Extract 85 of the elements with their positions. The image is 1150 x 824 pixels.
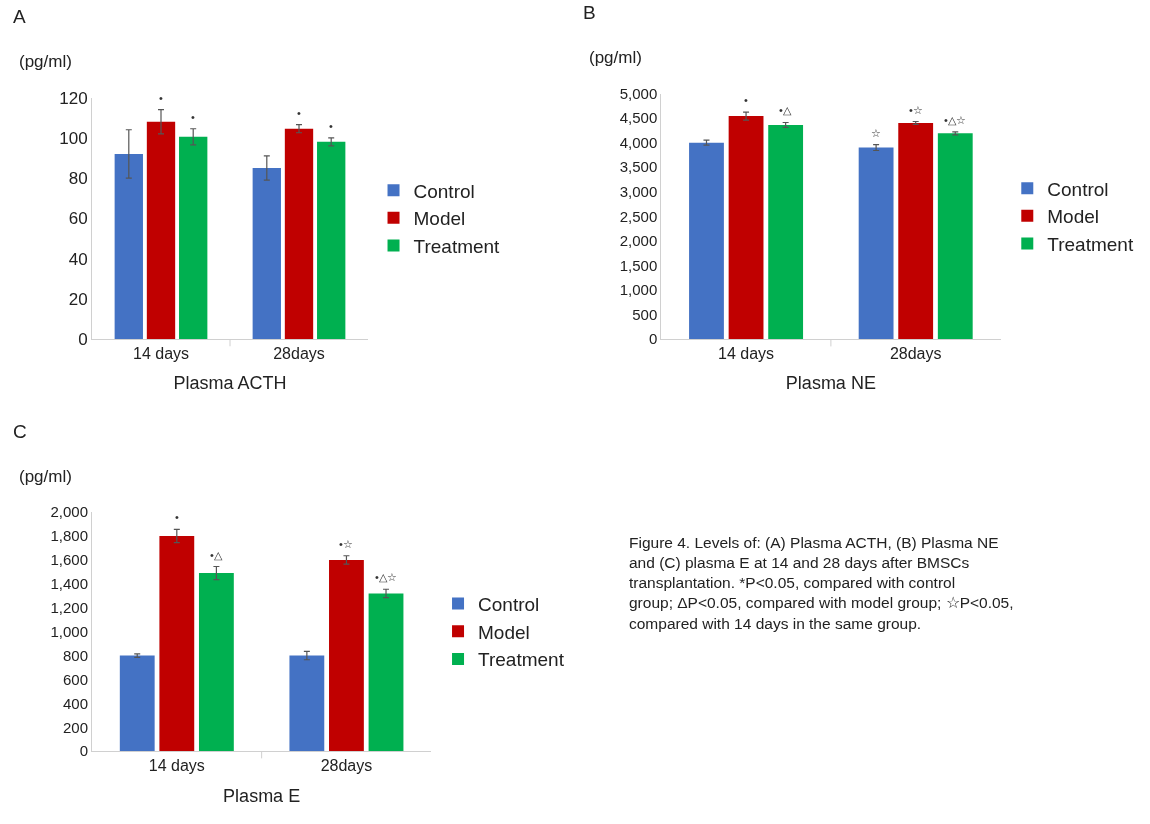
y-tick-label: 1,800 xyxy=(50,527,88,545)
y-tick-label: 400 xyxy=(62,694,88,712)
y-tick-label: 1,600 xyxy=(50,551,88,569)
bar xyxy=(284,128,314,340)
x-axis-title: Plasma NE xyxy=(785,373,876,394)
bar xyxy=(689,142,724,340)
legend-label: Control xyxy=(413,180,475,202)
y-tick-label: 0 xyxy=(648,330,658,348)
bar xyxy=(159,536,195,752)
y-tick-label: 20 xyxy=(68,289,88,309)
bar xyxy=(768,124,804,340)
x-tick-label: 14 days xyxy=(132,345,190,363)
y-tick-label: 1,500 xyxy=(619,256,658,274)
data-label: •△☆ xyxy=(375,571,397,583)
bar xyxy=(898,122,934,340)
legend-label: Control xyxy=(1047,178,1109,200)
x-tick-label: 28days xyxy=(273,345,325,363)
bar xyxy=(937,133,973,340)
data-label: •△ xyxy=(210,549,223,561)
bar xyxy=(114,153,143,340)
data-label: • xyxy=(175,511,179,523)
y-tick-label: 60 xyxy=(68,209,88,229)
y-tick-label: 0 xyxy=(78,330,88,349)
y-axis-title: (pg/ml) xyxy=(589,48,642,67)
bar xyxy=(252,167,281,340)
x-axis-title: Plasma E xyxy=(223,785,301,806)
data-label: • xyxy=(329,120,333,132)
legend-label: Model xyxy=(1047,206,1100,228)
legend-label: Model xyxy=(413,208,466,230)
data-label: • xyxy=(297,107,301,119)
y-tick-label: 4,000 xyxy=(619,133,658,151)
y-tick-label: 1,200 xyxy=(50,599,88,617)
bar xyxy=(317,141,346,340)
y-tick-label: 3,500 xyxy=(619,158,658,176)
y-tick-label: 800 xyxy=(62,646,88,664)
data-label: •△☆ xyxy=(944,114,966,126)
data-label: • xyxy=(159,92,163,104)
y-tick-label: 0 xyxy=(79,742,88,760)
legend-label: Treatment xyxy=(1047,233,1134,255)
y-tick-label: 40 xyxy=(68,249,88,269)
chart-title: B xyxy=(583,2,596,23)
bar xyxy=(146,121,176,340)
legend-label: Treatment xyxy=(478,649,565,671)
data-label: ☆ xyxy=(871,127,881,139)
chart-title: A xyxy=(13,6,26,27)
legend-label: Model xyxy=(478,621,530,643)
y-tick-label: 2,500 xyxy=(619,207,658,225)
y-axis-title: (pg/ml) xyxy=(19,52,72,71)
x-tick-label: 28days xyxy=(320,757,373,775)
x-tick-label: 14 days xyxy=(148,757,205,775)
y-tick-label: 600 xyxy=(62,670,88,688)
y-tick-label: 100 xyxy=(59,128,88,148)
x-tick-label: 14 days xyxy=(718,345,775,363)
y-tick-label: 200 xyxy=(62,718,88,736)
x-tick-label: 28days xyxy=(889,345,942,363)
y-tick-label: 120 xyxy=(59,88,88,108)
y-tick-label: 1,000 xyxy=(619,281,658,299)
legend-label: Treatment xyxy=(413,235,501,257)
chart-title: C xyxy=(13,421,27,442)
bar xyxy=(179,136,208,340)
data-label: • xyxy=(744,94,748,106)
y-tick-label: 5,000 xyxy=(619,84,658,102)
caption: Figure 4. Levels of: (A) Plasma ACTH, (B) Plasma NE and (C) plasma E at 14 and 28 days after BMSCs transplantation. *P<0.05, compared with control group; ΔP<0.05, compared with model group; ☆P<0.05, compared with 14 days in the same group. xyxy=(629,534,1014,632)
y-tick-label: 4,500 xyxy=(619,109,658,127)
bar xyxy=(728,116,764,340)
data-label: •△ xyxy=(779,104,792,116)
y-tick-label: 2,000 xyxy=(50,503,88,521)
bar xyxy=(119,655,155,752)
y-tick-label: 1,000 xyxy=(50,622,88,640)
y-tick-label: 2,000 xyxy=(619,232,658,250)
y-axis-title: (pg/ml) xyxy=(19,467,72,486)
y-tick-label: 80 xyxy=(68,169,88,188)
bar xyxy=(858,147,894,340)
data-label: • xyxy=(191,111,195,123)
x-axis-title: Plasma ACTH xyxy=(173,373,287,394)
legend-label: Control xyxy=(478,593,540,615)
y-tick-label: 500 xyxy=(632,305,658,323)
bar xyxy=(289,655,325,752)
bar xyxy=(329,559,364,752)
data-label: •☆ xyxy=(339,538,353,550)
y-tick-label: 1,400 xyxy=(50,575,88,593)
data-label: •☆ xyxy=(909,104,923,116)
bar xyxy=(368,593,404,752)
bar xyxy=(198,573,234,752)
y-tick-label: 3,000 xyxy=(619,182,658,200)
